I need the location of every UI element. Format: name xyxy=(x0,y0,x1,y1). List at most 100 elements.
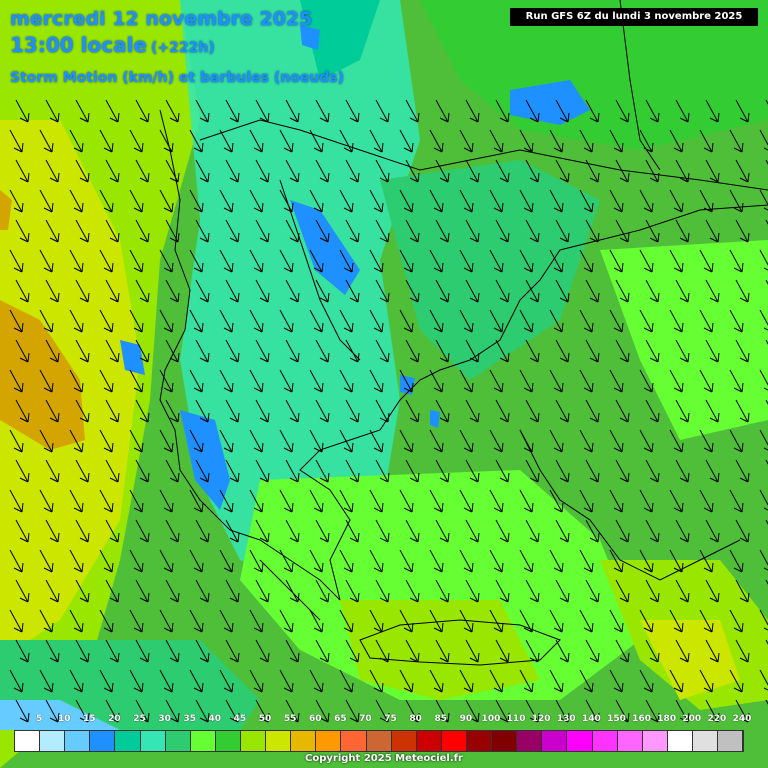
wind-arrow xyxy=(399,369,414,393)
wind-arrow xyxy=(195,99,210,123)
wind-arrow xyxy=(249,129,264,153)
wind-arrow xyxy=(615,219,630,243)
wind-arrow xyxy=(639,369,654,393)
wind-arrow xyxy=(219,369,234,393)
wind-arrow xyxy=(135,639,150,663)
wind-arrow xyxy=(69,189,84,213)
legend-swatch xyxy=(90,731,116,751)
wind-arrow xyxy=(549,609,564,633)
wind-arrow xyxy=(549,309,564,333)
wind-arrow xyxy=(699,249,714,273)
wind-arrow xyxy=(555,279,570,303)
wind-arrow xyxy=(249,189,264,213)
wind-arrow xyxy=(75,459,90,483)
wind-arrow xyxy=(579,669,594,693)
legend-label: 50 xyxy=(258,714,272,724)
wind-arrow xyxy=(189,249,204,273)
wind-arrow xyxy=(519,489,534,513)
legend-label: 130 xyxy=(556,714,576,724)
wind-arrow xyxy=(315,339,330,363)
wind-arrow xyxy=(255,159,270,183)
wind-arrow xyxy=(399,129,414,153)
wind-arrow xyxy=(615,399,630,423)
wind-arrow xyxy=(375,99,390,123)
legend-swatch xyxy=(667,731,693,751)
legend-label: 65 xyxy=(334,714,347,724)
wind-arrow xyxy=(39,309,54,333)
wind-arrow xyxy=(495,159,510,183)
wind-arrow xyxy=(39,669,54,693)
legend-swatch xyxy=(291,731,317,751)
wind-arrow xyxy=(555,699,570,723)
wind-arrow xyxy=(285,99,300,123)
wind-arrow xyxy=(45,699,60,723)
wind-arrow xyxy=(15,279,30,303)
legend-label: 15 xyxy=(83,714,96,724)
wind-arrow xyxy=(405,519,420,543)
wind-arrow xyxy=(195,279,210,303)
wind-arrow xyxy=(609,549,624,573)
wind-arrow xyxy=(39,189,54,213)
wind-arrow xyxy=(465,159,480,183)
wind-arrow xyxy=(225,159,240,183)
wind-arrow xyxy=(165,579,180,603)
wind-arrow xyxy=(315,579,330,603)
wind-arrow xyxy=(315,279,330,303)
wind-arrow xyxy=(15,219,30,243)
wind-arrow xyxy=(189,669,204,693)
wind-arrow xyxy=(675,159,690,183)
wind-arrow xyxy=(345,339,360,363)
wind-arrow xyxy=(45,99,60,123)
wind-arrow xyxy=(699,549,714,573)
wind-arrow xyxy=(69,129,84,153)
wind-arrow xyxy=(315,399,330,423)
legend-swatch xyxy=(316,731,342,751)
wind-arrow xyxy=(345,99,360,123)
wind-arrow xyxy=(309,249,324,273)
wind-arrow xyxy=(255,639,270,663)
legend-swatch xyxy=(341,731,367,751)
wind-arrow xyxy=(465,579,480,603)
legend-label: 220 xyxy=(707,714,727,724)
wind-arrow xyxy=(375,639,390,663)
wind-arrow xyxy=(705,639,720,663)
legend-swatch xyxy=(592,731,618,751)
wind-arrow xyxy=(165,279,180,303)
wind-arrow xyxy=(735,279,750,303)
wind-arrow xyxy=(585,459,600,483)
wind-arrow xyxy=(705,279,720,303)
wind-arrow xyxy=(459,669,474,693)
wind-arrow xyxy=(279,369,294,393)
wind-arrow xyxy=(549,249,564,273)
wind-arrow xyxy=(465,279,480,303)
wind-arrow xyxy=(579,129,594,153)
wind-arrow xyxy=(609,429,624,453)
wind-arrow xyxy=(309,129,324,153)
wind-arrow xyxy=(729,129,744,153)
wind-arrow xyxy=(45,459,60,483)
wind-arrow xyxy=(129,549,144,573)
wind-arrow xyxy=(369,609,384,633)
wind-arrow xyxy=(495,459,510,483)
wind-arrow xyxy=(45,639,60,663)
wind-arrow xyxy=(285,699,300,723)
wind-arrow xyxy=(15,579,30,603)
wind-arrow xyxy=(759,549,768,571)
wind-arrow xyxy=(735,339,750,363)
wind-arrow xyxy=(525,699,540,723)
wind-arrow xyxy=(75,279,90,303)
wind-arrow xyxy=(159,129,174,153)
legend-label: 30 xyxy=(158,714,171,724)
wind-arrow xyxy=(159,369,174,393)
wind-arrow xyxy=(255,99,270,123)
wind-arrow xyxy=(285,579,300,603)
wind-arrow xyxy=(45,219,60,243)
wind-arrow xyxy=(9,669,24,693)
wind-arrow xyxy=(405,279,420,303)
wind-arrow xyxy=(609,669,624,693)
wind-arrow xyxy=(735,519,750,543)
wind-arrow xyxy=(279,609,294,633)
wind-arrow xyxy=(345,639,360,663)
legend-label: 75 xyxy=(384,714,397,724)
